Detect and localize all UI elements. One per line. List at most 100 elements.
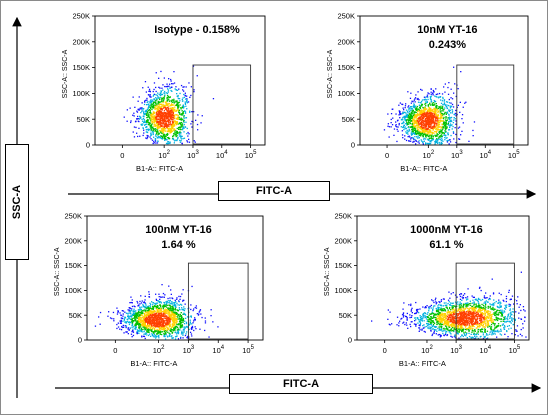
event-dot	[438, 110, 440, 112]
event-dot	[149, 305, 151, 307]
event-dot	[434, 95, 436, 97]
event-dot	[165, 142, 168, 145]
event-dot	[166, 130, 169, 133]
event-dot	[168, 321, 170, 323]
event-dot	[165, 324, 168, 326]
event-dot	[179, 128, 181, 131]
event-dot	[194, 326, 196, 328]
event-dot	[182, 137, 184, 140]
event-dot	[468, 140, 470, 142]
event-dot	[173, 319, 176, 322]
event-dot	[169, 319, 171, 321]
event-dot	[171, 127, 174, 129]
event-dot	[455, 95, 457, 98]
event-dot	[197, 129, 199, 131]
event-dot	[398, 325, 400, 327]
event-dot	[413, 105, 415, 107]
event-dot	[167, 329, 169, 331]
event-dot	[191, 328, 193, 330]
event-dot	[140, 330, 142, 333]
event-dot	[488, 313, 490, 315]
event-dot	[158, 86, 160, 88]
event-dot	[143, 103, 146, 106]
event-dot	[138, 96, 140, 98]
event-dot	[150, 314, 152, 317]
event-dot	[190, 304, 192, 306]
event-dot	[175, 131, 177, 133]
event-dot	[153, 333, 156, 335]
event-dot	[431, 126, 434, 128]
event-dot	[146, 327, 148, 329]
event-dot	[425, 99, 427, 101]
event-dot	[156, 130, 158, 133]
event-dot	[170, 78, 172, 81]
event-dot	[125, 321, 127, 323]
event-dot	[437, 116, 439, 118]
event-dot	[159, 332, 161, 334]
event-dot	[141, 310, 143, 312]
event-dot	[444, 315, 446, 317]
event-dot	[143, 313, 146, 316]
event-dot	[159, 311, 162, 313]
event-dot	[134, 324, 136, 326]
event-dot	[159, 329, 161, 332]
event-dot	[189, 111, 191, 113]
event-dot	[158, 331, 161, 333]
event-dot	[161, 323, 164, 325]
event-dot	[165, 325, 167, 327]
event-dot	[143, 119, 145, 121]
event-dot	[405, 131, 407, 133]
event-dot	[182, 299, 184, 301]
event-dot	[413, 140, 415, 142]
gate-rectangle[interactable]	[187, 262, 249, 340]
event-dot	[415, 139, 417, 142]
event-dot	[136, 331, 139, 333]
event-dot	[131, 299, 133, 301]
event-dot	[422, 122, 424, 124]
event-dot	[509, 298, 511, 301]
event-dot	[166, 85, 169, 87]
event-dot	[391, 124, 394, 126]
event-dot	[473, 325, 475, 328]
gate-rectangle[interactable]	[192, 64, 252, 145]
event-dot	[405, 109, 408, 111]
event-dot	[162, 100, 164, 103]
event-dot	[157, 97, 159, 99]
event-dot	[150, 128, 152, 130]
event-dot	[172, 311, 174, 313]
event-dot	[150, 326, 152, 328]
event-dot	[127, 327, 129, 329]
event-dot	[461, 114, 464, 116]
event-dot	[177, 330, 179, 333]
gate-rectangle[interactable]	[456, 64, 515, 145]
event-dot	[171, 307, 174, 309]
event-dot	[421, 129, 423, 131]
event-dot	[404, 128, 406, 130]
event-dot	[138, 319, 141, 321]
event-dot	[431, 326, 433, 328]
event-dot	[168, 322, 170, 324]
event-dot	[441, 107, 443, 109]
event-dot	[138, 318, 140, 320]
event-dot	[169, 127, 171, 129]
event-dot	[171, 332, 173, 334]
event-dot	[429, 113, 431, 115]
event-dot	[436, 135, 438, 137]
event-dot	[181, 100, 184, 102]
event-dot	[174, 331, 176, 334]
event-dot	[433, 90, 435, 93]
event-dot	[444, 119, 447, 121]
event-dot	[147, 103, 149, 106]
event-dot	[123, 332, 125, 334]
event-dot	[170, 104, 172, 106]
event-dot	[410, 106, 412, 108]
event-dot	[168, 307, 171, 309]
event-dot	[163, 109, 166, 112]
event-dot	[175, 326, 177, 328]
event-dot	[434, 130, 436, 133]
event-dot	[155, 108, 157, 110]
event-dot	[181, 126, 183, 128]
event-dot	[186, 336, 188, 339]
event-dot	[446, 324, 448, 326]
event-dot	[165, 314, 167, 317]
